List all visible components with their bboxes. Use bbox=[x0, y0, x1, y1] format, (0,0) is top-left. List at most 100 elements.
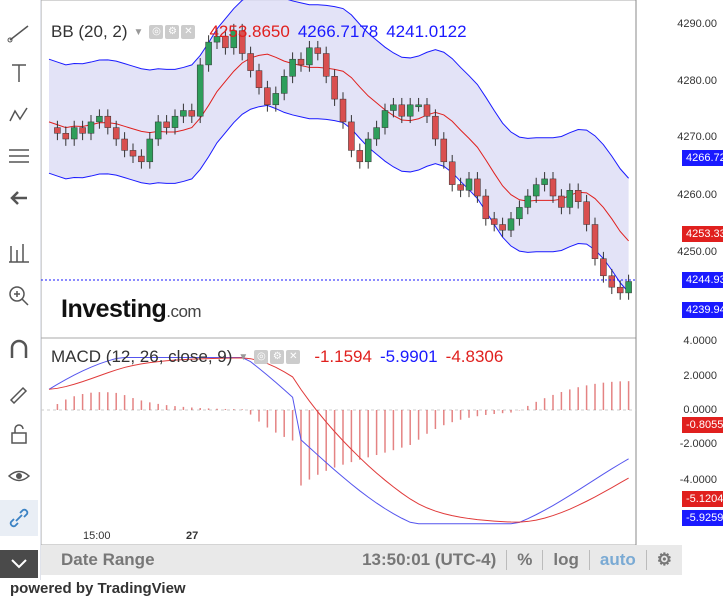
zoom-icon[interactable] bbox=[0, 278, 38, 314]
candle-body bbox=[297, 58, 305, 66]
tradingview-watermark: powered by TradingView bbox=[10, 580, 186, 597]
candle-body bbox=[524, 195, 532, 208]
indicators-icon[interactable] bbox=[0, 236, 38, 272]
trend-line-icon[interactable] bbox=[0, 14, 38, 50]
y-tick-lower-2: 2.0000 bbox=[683, 370, 717, 382]
candle-body bbox=[364, 138, 372, 163]
macd-signal-tag: -5.1204 bbox=[682, 491, 723, 507]
text-icon[interactable] bbox=[0, 55, 38, 91]
bb-lower-line bbox=[48, 104, 629, 293]
candle-body bbox=[432, 115, 439, 140]
candle-body bbox=[129, 150, 137, 157]
magnet-icon[interactable] bbox=[0, 332, 38, 368]
macd-settings-icons[interactable]: ◎ ⚙ ✕ bbox=[254, 350, 301, 364]
candle-body bbox=[163, 121, 170, 128]
candle-body bbox=[574, 190, 582, 202]
y-tick-upper-3: 4270.00 bbox=[677, 131, 717, 143]
candle-body bbox=[558, 195, 565, 208]
candle-body bbox=[415, 104, 422, 108]
time-label: 13:50:01 (UTC-4) bbox=[362, 550, 497, 569]
macd-legend: MACD (12, 26, close, 9) ▼ ◎ ⚙ ✕ -1.1594 -5… bbox=[51, 347, 504, 366]
candle-body bbox=[566, 190, 574, 208]
candle-body bbox=[356, 150, 364, 163]
candle-body bbox=[112, 127, 120, 140]
macd-signal-value: -4.8306 bbox=[445, 347, 504, 366]
eye-icon[interactable] bbox=[0, 458, 38, 494]
candle-body bbox=[238, 30, 246, 54]
candle-body bbox=[423, 104, 431, 117]
candle-body bbox=[171, 115, 179, 128]
bb-band-fill bbox=[49, 0, 629, 293]
log-toggle[interactable]: log bbox=[553, 550, 579, 569]
candle-body bbox=[457, 184, 464, 191]
bb-mid-tag: 4253.33 bbox=[682, 226, 723, 242]
candle-body bbox=[205, 41, 212, 66]
collapse-toolbar-button[interactable] bbox=[0, 550, 38, 578]
candle-body bbox=[322, 53, 330, 77]
bb-upper-line bbox=[48, 0, 629, 179]
candle-body bbox=[180, 110, 187, 117]
candle-body bbox=[314, 47, 322, 54]
candle-body bbox=[541, 178, 548, 185]
y-tick-lower-4: -2.0000 bbox=[679, 438, 717, 450]
candle-body bbox=[213, 36, 221, 43]
macd-legend-name: MACD (12, 26, close, 9) bbox=[51, 347, 233, 366]
candle-body bbox=[625, 281, 632, 294]
candle-body bbox=[616, 286, 624, 294]
candle-body bbox=[398, 104, 406, 117]
chart-footer: Date Range 13:50:01 (UTC-4) % log auto ⚙ bbox=[41, 545, 682, 575]
drawing-toolbar bbox=[0, 0, 41, 580]
candle-body bbox=[70, 127, 78, 140]
candle-body bbox=[96, 115, 103, 123]
candle-body bbox=[331, 76, 338, 100]
candle-body bbox=[549, 178, 557, 197]
macd-hist-tag: -0.8055 bbox=[682, 417, 723, 433]
candle-body bbox=[280, 76, 288, 94]
price-tag: 4244.93 bbox=[682, 272, 723, 288]
bb-mid-line bbox=[48, 53, 629, 242]
lock-draw-icon[interactable] bbox=[0, 374, 38, 410]
pattern-icon[interactable] bbox=[0, 97, 38, 133]
date-range-button[interactable]: Date Range bbox=[61, 550, 155, 569]
candle-body bbox=[121, 138, 128, 151]
candle-body bbox=[474, 178, 481, 197]
candle-body bbox=[583, 201, 590, 225]
macd-signal-line bbox=[48, 357, 629, 523]
y-tick-upper-2: 4280.00 bbox=[677, 75, 717, 87]
macd-line-tag: -5.9259 bbox=[682, 510, 723, 526]
candle-body bbox=[196, 64, 204, 117]
y-tick-lower-3: 0.0000 bbox=[683, 404, 717, 416]
auto-toggle[interactable]: auto bbox=[599, 550, 636, 569]
candle-body bbox=[600, 258, 607, 277]
bb-upper-tag: 4266.72 bbox=[682, 150, 723, 166]
candle-body bbox=[154, 121, 162, 140]
candle-body bbox=[373, 127, 380, 140]
candle-body bbox=[289, 58, 296, 77]
candle-body bbox=[516, 207, 523, 220]
macd-line bbox=[48, 357, 629, 525]
candle-body bbox=[247, 53, 254, 71]
fib-icon[interactable] bbox=[0, 138, 38, 174]
candle-body bbox=[507, 218, 515, 231]
x-tick-1: 15:00 bbox=[83, 530, 111, 542]
link-icon[interactable] bbox=[0, 500, 38, 536]
candle-body bbox=[339, 98, 347, 123]
candle-body bbox=[104, 115, 112, 128]
bb-settings-icons[interactable]: ◎ ⚙ ✕ bbox=[149, 25, 196, 39]
candle-body bbox=[448, 161, 456, 185]
candle-body bbox=[222, 36, 229, 49]
chart-canvas[interactable] bbox=[40, 0, 723, 546]
candle-body bbox=[532, 184, 540, 197]
candle-body bbox=[490, 218, 498, 225]
bb-lower-value: 4241.0122 bbox=[386, 22, 467, 41]
percent-toggle[interactable]: % bbox=[517, 550, 533, 569]
chevron-down-icon bbox=[11, 559, 27, 569]
chart-area[interactable]: BB (20, 2) ▼ ◎ ⚙ ✕ 4253.8650 4266.7178 424… bbox=[40, 0, 723, 580]
candle-body bbox=[264, 87, 271, 106]
lock-icon[interactable] bbox=[0, 416, 38, 452]
back-arrow-icon[interactable] bbox=[0, 180, 38, 216]
y-tick-upper-5: 4250.00 bbox=[677, 246, 717, 258]
settings-gear-icon[interactable]: ⚙ bbox=[656, 550, 672, 569]
candle-body bbox=[62, 133, 70, 140]
candle-body bbox=[146, 138, 154, 163]
